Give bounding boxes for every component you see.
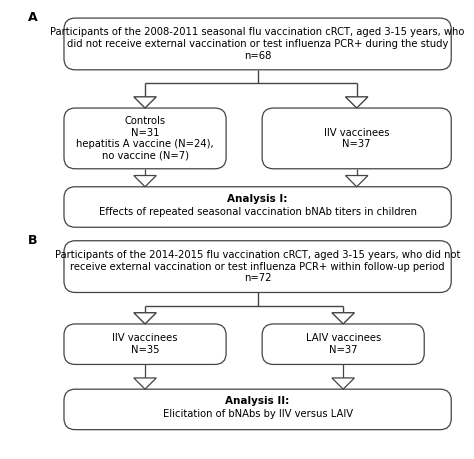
Text: Effects of repeated seasonal vaccination bNAb titers in children: Effects of repeated seasonal vaccination… (99, 207, 417, 217)
Polygon shape (332, 378, 355, 389)
Polygon shape (346, 175, 368, 187)
FancyBboxPatch shape (64, 241, 451, 292)
Polygon shape (134, 97, 156, 108)
FancyBboxPatch shape (262, 324, 424, 364)
Text: A: A (28, 11, 37, 24)
Polygon shape (332, 313, 355, 324)
Text: IIV vaccinees
N=35: IIV vaccinees N=35 (112, 333, 178, 355)
Text: Analysis II:: Analysis II: (226, 396, 290, 406)
FancyBboxPatch shape (64, 324, 226, 364)
FancyBboxPatch shape (64, 389, 451, 430)
Text: B: B (28, 234, 37, 247)
Text: IIV vaccinees
N=37: IIV vaccinees N=37 (324, 128, 390, 149)
Text: Participants of the 2014-2015 flu vaccination cRCT, aged 3-15 years, who did not: Participants of the 2014-2015 flu vaccin… (55, 250, 460, 283)
Polygon shape (134, 378, 156, 389)
Text: Elicitation of bNAbs by IIV versus LAIV: Elicitation of bNAbs by IIV versus LAIV (163, 409, 353, 419)
Text: LAIV vaccinees
N=37: LAIV vaccinees N=37 (306, 333, 381, 355)
FancyBboxPatch shape (64, 187, 451, 227)
FancyBboxPatch shape (262, 108, 451, 169)
Polygon shape (134, 175, 156, 187)
FancyBboxPatch shape (64, 18, 451, 70)
FancyBboxPatch shape (64, 108, 226, 169)
Text: Controls
N=31
hepatitis A vaccine (N=24),
no vaccine (N=7): Controls N=31 hepatitis A vaccine (N=24)… (76, 116, 214, 161)
Text: Participants of the 2008-2011 seasonal flu vaccination cRCT, aged 3-15 years, wh: Participants of the 2008-2011 seasonal f… (50, 28, 465, 61)
Polygon shape (346, 97, 368, 108)
Polygon shape (134, 313, 156, 324)
Text: Analysis I:: Analysis I: (228, 194, 288, 204)
